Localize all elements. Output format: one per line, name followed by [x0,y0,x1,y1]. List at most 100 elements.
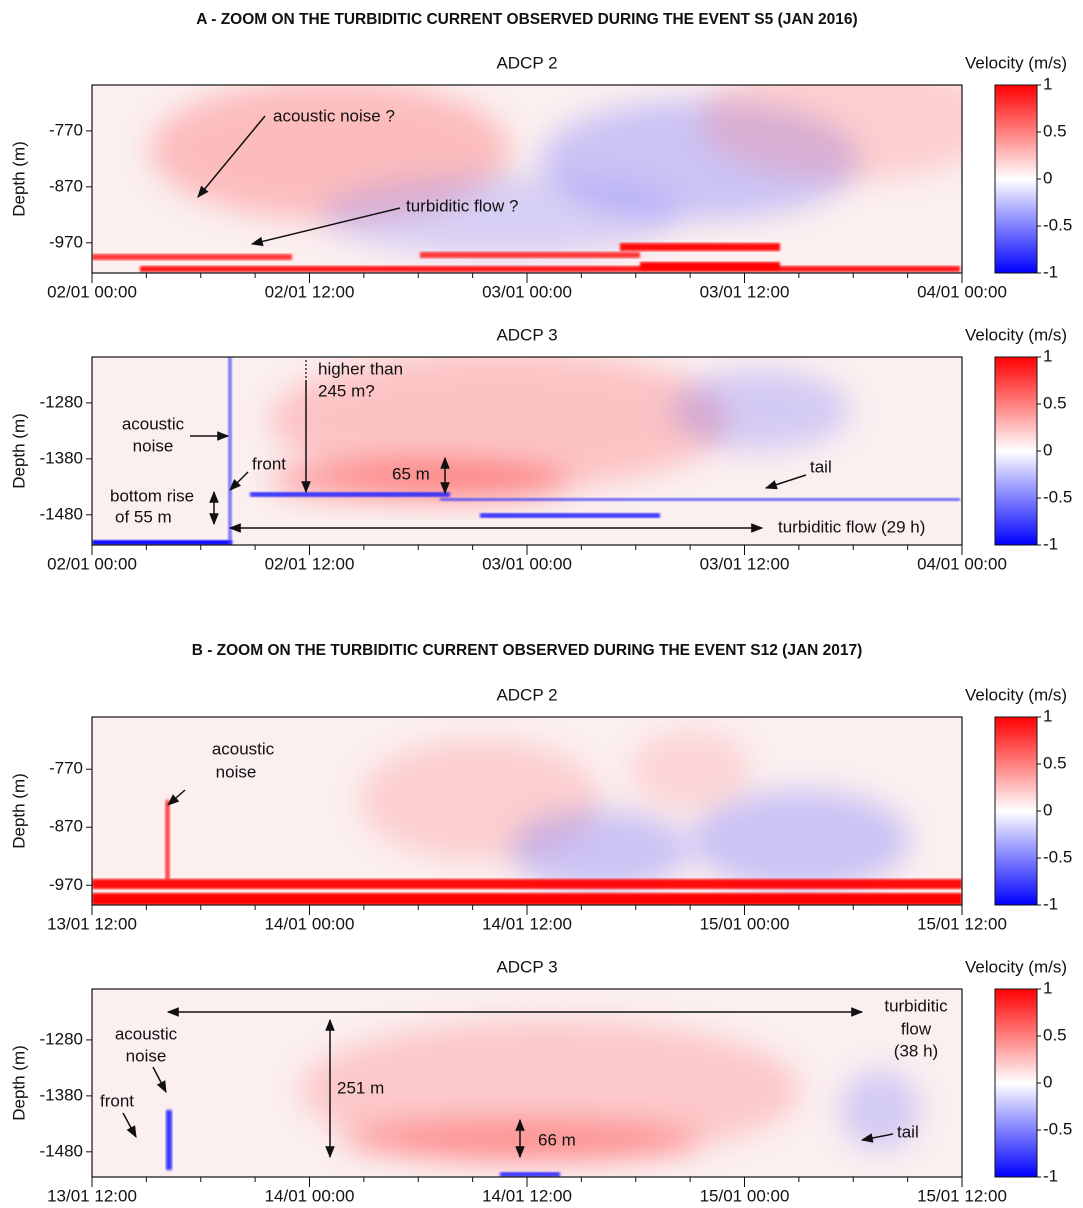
heatmap-panel: ADCP 2 Depth (m) -770 -870 -970 02/01 00:00 02… [9,53,1072,301]
x-tick-label: 02/01 12:00 [265,554,355,573]
velocity-band [500,1172,560,1177]
colorbar-tick-label: 1 [1043,978,1052,997]
x-tick-label: 02/01 00:00 [47,554,137,573]
annotation-arrow [197,115,266,198]
x-tick-label: 14/01 00:00 [265,914,355,933]
annotation: noise [216,762,257,781]
annotation: 66 m [538,1130,576,1149]
x-tick-label: 15/01 12:00 [917,1186,1007,1205]
annotation: flow [901,1019,932,1038]
colorbar-tick-label: 0 [1043,168,1052,187]
annotation-arrow [152,1066,167,1094]
y-tick-label: -970 [49,232,83,251]
annotation-arrow [229,471,249,491]
annotation: acoustic noise ? [273,106,395,125]
colorbar-tick-label: 0.5 [1043,753,1067,772]
x-tick-label: 02/01 12:00 [265,282,355,301]
colorbar-tick-label: 1 [1043,346,1052,365]
colorbar-label: Velocity (m/s) [965,325,1067,344]
velocity-band [420,252,640,258]
annotation: bottom rise [110,486,194,505]
heatmap-panel: ADCP 3 Depth (m) -1280 -1380 -1480 13/01 12:0… [9,957,1072,1205]
section-title: A - ZOOM ON THE TURBIDITIC CURRENT OBSER… [196,11,857,28]
colorbar-tick-label: 0.5 [1043,121,1067,140]
velocity-band [140,266,960,272]
y-axis-label: Depth (m) [9,773,28,849]
velocity-band [620,243,780,251]
colorbar-tick-label: -1 [1043,1166,1058,1185]
velocity-blob [630,730,750,810]
annotation-arrow [860,1133,894,1143]
heatmap-panel: ADCP 3 Depth (m) -1280 -1380 -1480 02/01 00:0… [9,325,1072,573]
x-tick-label: 15/01 00:00 [700,1186,790,1205]
heatmap [92,357,962,545]
colorbar-tick-label: -0.5 [1043,215,1072,234]
annotation: turbiditic [884,996,948,1015]
annotation-arrow [250,207,401,247]
velocity-band [480,513,660,518]
colorbar-tick-label: 0.5 [1043,1025,1067,1044]
x-tick-label: 02/01 00:00 [47,282,137,301]
panel-title: ADCP 3 [496,957,557,976]
x-tick-label: 15/01 12:00 [917,914,1007,933]
colorbar [994,84,1038,274]
colorbar-label: Velocity (m/s) [965,53,1067,72]
colorbar-tick-label: 1 [1043,74,1052,93]
colorbar-label: Velocity (m/s) [965,685,1067,704]
y-tick-label: -1380 [40,1085,83,1104]
x-tick-label: 14/01 12:00 [482,914,572,933]
x-tick-label: 03/01 12:00 [700,282,790,301]
velocity-band [92,879,962,889]
colorbar-tick-label: -1 [1043,534,1058,553]
annotation-arrow [764,474,807,490]
annotation-arrow [167,789,186,806]
colorbar-tick-label: 0 [1043,440,1052,459]
x-tick-label: 15/01 00:00 [700,914,790,933]
annotation: noise [133,436,174,455]
colorbar-tick-label: -0.5 [1043,487,1072,506]
velocity-blob [270,357,730,490]
colorbar-tick-label: 0 [1043,1072,1052,1091]
velocity-blob [270,460,570,500]
velocity-band [640,262,780,270]
y-axis-label: Depth (m) [9,1045,28,1121]
velocity-band [92,540,232,545]
colorbar-tick-label: -1 [1043,894,1058,913]
colorbar-tick-label: -0.5 [1043,847,1072,866]
colorbar-tick-label: 0.5 [1043,393,1067,412]
y-tick-label: -1480 [40,504,83,523]
colorbar-tick-label: 1 [1043,706,1052,725]
y-tick-label: -770 [49,120,83,139]
y-axis-label: Depth (m) [9,413,28,489]
y-tick-label: -970 [49,875,83,894]
annotation: acoustic [122,414,185,433]
annotation: tail [810,457,832,476]
colorbar [994,356,1038,546]
x-tick-label: 04/01 00:00 [917,554,1007,573]
annotation: tail [897,1122,919,1141]
velocity-band [228,357,232,545]
velocity-band [166,1110,172,1170]
y-tick-label: -870 [49,176,83,195]
x-tick-label: 03/01 12:00 [700,554,790,573]
y-tick-label: -1280 [40,392,83,411]
annotation: turbiditic flow ? [406,196,518,215]
y-tick-label: -1380 [40,448,83,467]
velocity-blob [690,790,910,890]
annotation: 245 m? [318,381,375,400]
y-tick-label: -1480 [40,1141,83,1160]
velocity-blob [510,810,690,890]
annotation: front [252,454,286,473]
velocity-band [92,893,962,905]
x-tick-label: 14/01 12:00 [482,1186,572,1205]
panel-title: ADCP 3 [496,325,557,344]
colorbar [994,988,1038,1178]
velocity-band [250,492,450,497]
y-tick-label: -770 [49,759,83,778]
annotation: noise [126,1046,167,1065]
x-tick-label: 13/01 12:00 [47,914,137,933]
annotation: front [100,1091,134,1110]
x-tick-label: 03/01 00:00 [482,554,572,573]
y-axis-label: Depth (m) [9,141,28,217]
